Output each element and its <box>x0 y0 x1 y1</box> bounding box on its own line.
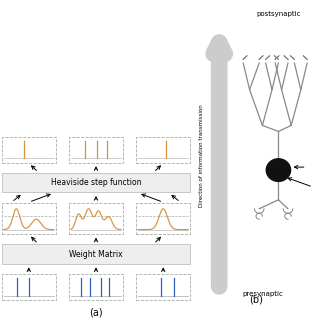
Bar <box>2 137 56 163</box>
Bar <box>2 274 56 300</box>
Text: (a): (a) <box>89 308 103 318</box>
Bar <box>69 274 123 300</box>
Text: Heaviside step function: Heaviside step function <box>51 178 141 187</box>
Text: Direction of information transmission: Direction of information transmission <box>199 104 204 207</box>
Text: (b): (b) <box>249 294 263 304</box>
Bar <box>2 203 56 234</box>
Text: Weight Matrix: Weight Matrix <box>69 250 123 259</box>
Bar <box>69 137 123 163</box>
Bar <box>2 244 190 264</box>
Bar <box>69 203 123 234</box>
Circle shape <box>266 159 291 181</box>
Bar <box>136 274 190 300</box>
Text: presynaptic: presynaptic <box>242 291 283 297</box>
Bar <box>136 137 190 163</box>
Bar <box>2 173 190 192</box>
Text: postsynaptic: postsynaptic <box>256 11 301 17</box>
Bar <box>136 203 190 234</box>
